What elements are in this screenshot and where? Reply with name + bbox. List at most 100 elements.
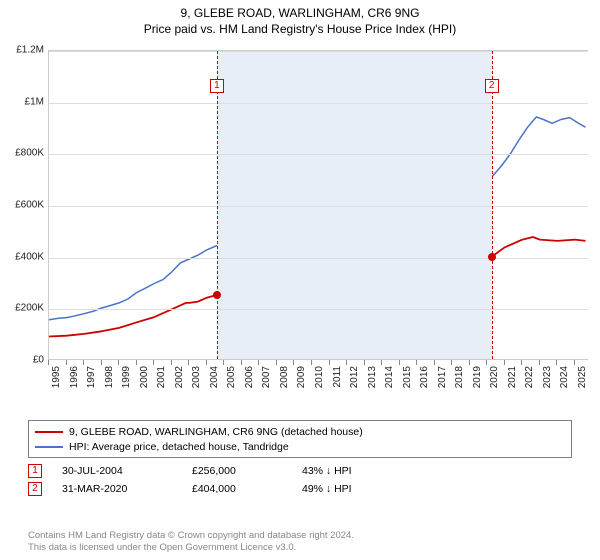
x-axis-label: 2010 bbox=[314, 366, 325, 388]
gridline bbox=[49, 154, 588, 155]
x-tick bbox=[258, 360, 259, 365]
x-tick bbox=[399, 360, 400, 365]
sale-marker-badge: 1 bbox=[210, 79, 224, 93]
x-axis-label: 1995 bbox=[51, 366, 62, 388]
y-axis-label: £600K bbox=[0, 200, 44, 211]
y-axis-label: £200K bbox=[0, 303, 44, 314]
x-axis-label: 1996 bbox=[69, 366, 80, 388]
plot-area: 12 bbox=[48, 50, 588, 360]
x-axis-label: 2005 bbox=[226, 366, 237, 388]
x-tick bbox=[434, 360, 435, 365]
legend: 9, GLEBE ROAD, WARLINGHAM, CR6 9NG (deta… bbox=[28, 420, 572, 458]
x-tick bbox=[329, 360, 330, 365]
x-tick bbox=[293, 360, 294, 365]
x-axis-label: 1998 bbox=[104, 366, 115, 388]
x-tick bbox=[101, 360, 102, 365]
x-tick bbox=[153, 360, 154, 365]
chart: 12 £0£200K£400K£600K£800K£1M£1.2M1995199… bbox=[0, 46, 600, 416]
footer-line: Contains HM Land Registry data © Crown c… bbox=[28, 530, 572, 542]
sale-price: £404,000 bbox=[192, 483, 302, 495]
x-axis-label: 2001 bbox=[156, 366, 167, 388]
page-subtitle: Price paid vs. HM Land Registry's House … bbox=[0, 20, 600, 40]
sale-marker-badge: 2 bbox=[485, 79, 499, 93]
legend-label: 9, GLEBE ROAD, WARLINGHAM, CR6 9NG (deta… bbox=[69, 426, 363, 438]
gridline bbox=[49, 103, 588, 104]
x-axis-label: 2023 bbox=[542, 366, 553, 388]
sale-delta: 49% ↓ HPI bbox=[302, 483, 412, 495]
x-tick bbox=[83, 360, 84, 365]
y-axis-label: £400K bbox=[0, 251, 44, 262]
x-tick bbox=[504, 360, 505, 365]
x-tick bbox=[486, 360, 487, 365]
x-axis-label: 2016 bbox=[419, 366, 430, 388]
x-axis-label: 2019 bbox=[472, 366, 483, 388]
y-axis-label: £1.2M bbox=[0, 45, 44, 56]
footer-attribution: Contains HM Land Registry data © Crown c… bbox=[28, 529, 572, 554]
x-axis-label: 2000 bbox=[139, 366, 150, 388]
x-tick bbox=[574, 360, 575, 365]
x-tick bbox=[381, 360, 382, 365]
legend-item-price-paid: 9, GLEBE ROAD, WARLINGHAM, CR6 9NG (deta… bbox=[35, 424, 565, 439]
x-axis-label: 2020 bbox=[489, 366, 500, 388]
x-axis-label: 2003 bbox=[191, 366, 202, 388]
sale-price: £256,000 bbox=[192, 465, 302, 477]
x-tick bbox=[469, 360, 470, 365]
sales-list: 1 30-JUL-2004£256,00043% ↓ HPI 231-MAR-202… bbox=[28, 462, 572, 498]
y-axis-label: £800K bbox=[0, 148, 44, 159]
page-title: 9, GLEBE ROAD, WARLINGHAM, CR6 9NG bbox=[0, 0, 600, 20]
x-tick bbox=[311, 360, 312, 365]
x-axis-label: 2007 bbox=[261, 366, 272, 388]
x-axis-label: 2018 bbox=[454, 366, 465, 388]
shaded-ownership-band bbox=[217, 51, 492, 359]
x-tick bbox=[223, 360, 224, 365]
x-tick bbox=[48, 360, 49, 365]
legend-label: HPI: Average price, detached house, Tand… bbox=[69, 441, 289, 453]
x-tick bbox=[241, 360, 242, 365]
x-axis-label: 2009 bbox=[296, 366, 307, 388]
x-axis-label: 2021 bbox=[507, 366, 518, 388]
x-tick bbox=[416, 360, 417, 365]
x-tick bbox=[188, 360, 189, 365]
x-axis-label: 2024 bbox=[559, 366, 570, 388]
sale-date: 31-MAR-2020 bbox=[62, 483, 192, 495]
x-tick bbox=[521, 360, 522, 365]
x-tick bbox=[556, 360, 557, 365]
footer-line: This data is licensed under the Open Gov… bbox=[28, 542, 572, 554]
sale-date: 30-JUL-2004 bbox=[62, 465, 192, 477]
x-tick bbox=[451, 360, 452, 365]
x-axis-label: 2015 bbox=[402, 366, 413, 388]
y-axis-label: £1M bbox=[0, 96, 44, 107]
x-axis-label: 2017 bbox=[437, 366, 448, 388]
x-tick bbox=[276, 360, 277, 365]
sale-delta: 43% ↓ HPI bbox=[302, 465, 412, 477]
x-tick bbox=[539, 360, 540, 365]
gridline bbox=[49, 206, 588, 207]
x-axis-label: 1997 bbox=[86, 366, 97, 388]
x-axis-label: 2004 bbox=[209, 366, 220, 388]
gridline bbox=[49, 309, 588, 310]
x-tick bbox=[206, 360, 207, 365]
legend-swatch bbox=[35, 431, 63, 433]
x-axis-label: 2006 bbox=[244, 366, 255, 388]
legend-item-hpi: HPI: Average price, detached house, Tand… bbox=[35, 439, 565, 454]
x-axis-label: 2022 bbox=[524, 366, 535, 388]
x-axis-label: 1999 bbox=[121, 366, 132, 388]
x-tick bbox=[66, 360, 67, 365]
x-tick bbox=[346, 360, 347, 365]
x-tick bbox=[364, 360, 365, 365]
sale-row: 1 30-JUL-2004£256,00043% ↓ HPI bbox=[28, 462, 572, 480]
x-axis-label: 2002 bbox=[174, 366, 185, 388]
legend-swatch bbox=[35, 446, 63, 448]
gridline bbox=[49, 51, 588, 52]
x-axis-label: 2014 bbox=[384, 366, 395, 388]
sale-marker-dot bbox=[213, 291, 221, 299]
x-axis-label: 2008 bbox=[279, 366, 290, 388]
sale-row: 231-MAR-2020£404,00049% ↓ HPI bbox=[28, 480, 572, 498]
sale-marker-line bbox=[217, 51, 218, 359]
y-axis-label: £0 bbox=[0, 355, 44, 366]
sale-badge: 1 bbox=[28, 464, 42, 478]
x-axis-label: 2013 bbox=[367, 366, 378, 388]
x-tick bbox=[136, 360, 137, 365]
x-axis-label: 2025 bbox=[577, 366, 588, 388]
sale-marker-dot bbox=[488, 253, 496, 261]
